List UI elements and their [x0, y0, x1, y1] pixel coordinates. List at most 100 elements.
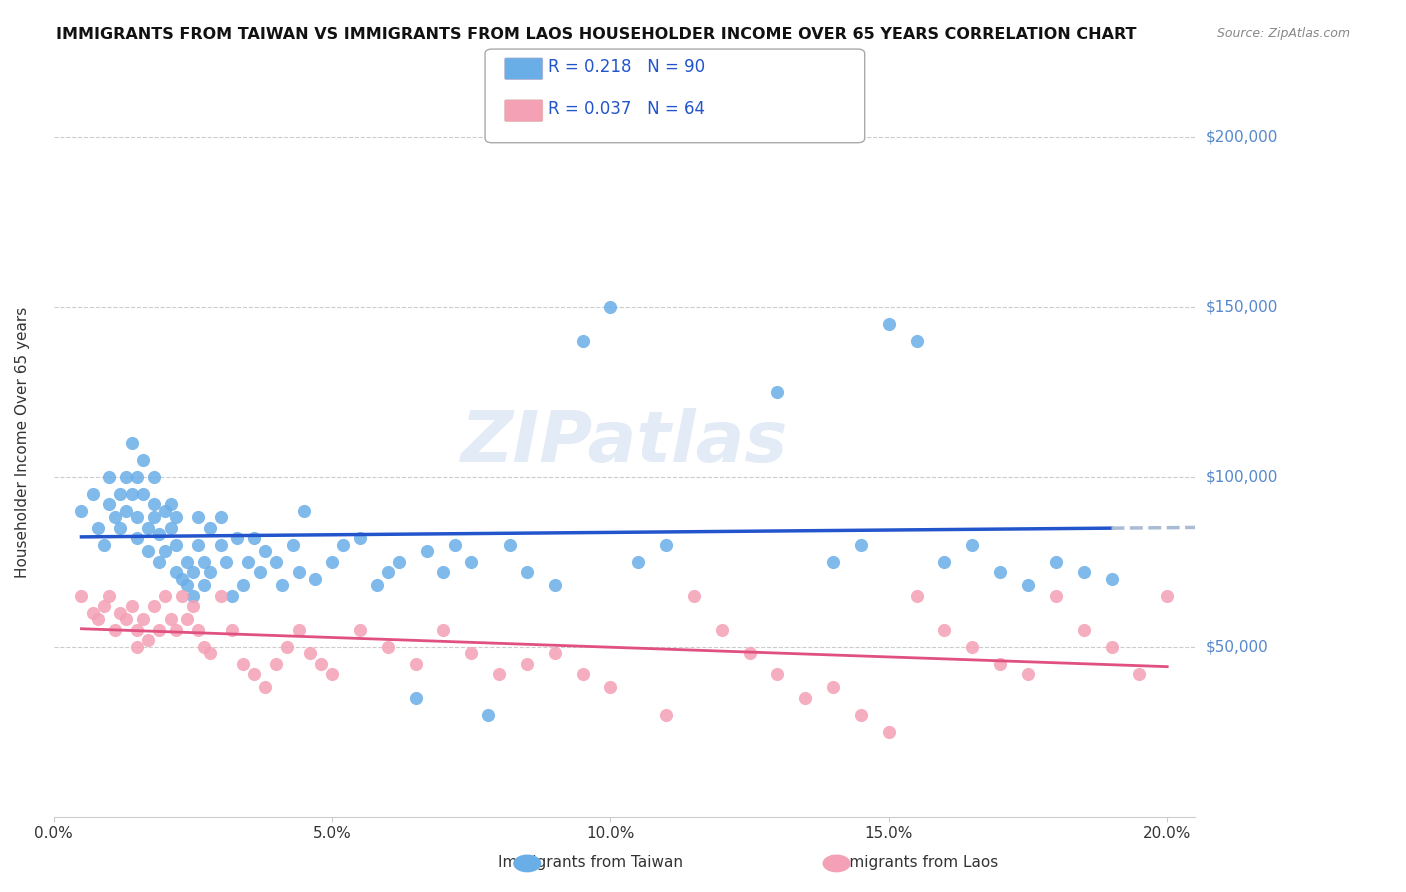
Point	[276, 640, 298, 654]
Point	[98, 497, 121, 511]
Point	[738, 646, 761, 660]
Point	[209, 538, 232, 552]
Text: Immigrants from Taiwan: Immigrants from Taiwan	[498, 855, 683, 870]
Point	[823, 555, 845, 569]
Point	[181, 589, 204, 603]
Point	[415, 544, 437, 558]
Point	[516, 657, 538, 671]
Point	[142, 510, 165, 524]
Point	[443, 538, 465, 552]
Point	[93, 599, 115, 613]
Text: Immigrants from Laos: Immigrants from Laos	[830, 855, 998, 870]
Point	[934, 555, 956, 569]
Point	[104, 623, 127, 637]
Point	[153, 503, 176, 517]
Point	[121, 486, 143, 500]
Point	[877, 317, 900, 331]
Text: $200,000: $200,000	[1206, 129, 1278, 144]
Point	[131, 612, 153, 626]
Point	[571, 666, 593, 681]
Point	[87, 612, 110, 626]
Point	[187, 623, 209, 637]
Point	[148, 623, 170, 637]
Point	[226, 531, 249, 545]
Point	[249, 565, 271, 579]
Point	[176, 612, 198, 626]
Point	[153, 589, 176, 603]
Point	[988, 657, 1011, 671]
Point	[1156, 589, 1178, 603]
Text: $50,000: $50,000	[1206, 639, 1268, 654]
Point	[82, 606, 104, 620]
Point	[794, 690, 817, 705]
Point	[432, 565, 454, 579]
Point	[304, 572, 326, 586]
Point	[70, 503, 93, 517]
Point	[1101, 640, 1123, 654]
Point	[287, 565, 309, 579]
Point	[82, 486, 104, 500]
Point	[544, 646, 567, 660]
Point	[243, 531, 266, 545]
Point	[332, 538, 354, 552]
Point	[127, 531, 149, 545]
Point	[1101, 572, 1123, 586]
Point	[460, 646, 482, 660]
Point	[432, 623, 454, 637]
Point	[187, 510, 209, 524]
Point	[221, 623, 243, 637]
Point	[142, 497, 165, 511]
Point	[571, 334, 593, 348]
Point	[710, 623, 733, 637]
Point	[934, 623, 956, 637]
Point	[405, 690, 427, 705]
Point	[766, 384, 789, 399]
Point	[766, 666, 789, 681]
Point	[1128, 666, 1150, 681]
Point	[516, 565, 538, 579]
Point	[405, 657, 427, 671]
Point	[254, 681, 277, 695]
Point	[1045, 555, 1067, 569]
Point	[349, 623, 371, 637]
Point	[388, 555, 411, 569]
Point	[193, 578, 215, 592]
Point	[98, 589, 121, 603]
Point	[115, 612, 138, 626]
Point	[110, 486, 132, 500]
Point	[115, 503, 138, 517]
Point	[488, 666, 510, 681]
Point	[142, 469, 165, 483]
Point	[148, 527, 170, 541]
Point	[165, 538, 187, 552]
Text: R = 0.218   N = 90: R = 0.218 N = 90	[548, 58, 706, 76]
Point	[599, 300, 621, 314]
Point	[165, 510, 187, 524]
Point	[127, 623, 149, 637]
Point	[232, 657, 254, 671]
Point	[87, 520, 110, 534]
Point	[683, 589, 706, 603]
Point	[366, 578, 388, 592]
Point	[544, 578, 567, 592]
Point	[153, 544, 176, 558]
Text: Source: ZipAtlas.com: Source: ZipAtlas.com	[1216, 27, 1350, 40]
Point	[193, 640, 215, 654]
Text: $100,000: $100,000	[1206, 469, 1278, 484]
Point	[159, 612, 181, 626]
Point	[142, 599, 165, 613]
Point	[266, 657, 288, 671]
Point	[655, 707, 678, 722]
Point	[1017, 666, 1039, 681]
Point	[198, 520, 221, 534]
Point	[181, 599, 204, 613]
Point	[193, 555, 215, 569]
Point	[136, 544, 159, 558]
Point	[243, 666, 266, 681]
Point	[238, 555, 260, 569]
Point	[93, 538, 115, 552]
Point	[655, 538, 678, 552]
Point	[232, 578, 254, 592]
Point	[321, 666, 343, 681]
Point	[136, 520, 159, 534]
